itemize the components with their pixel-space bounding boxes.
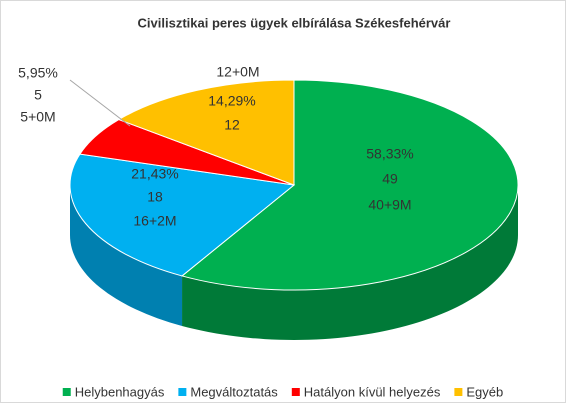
legend-swatch: [178, 388, 187, 396]
value-label: 14,29%: [208, 93, 255, 109]
count-label: 12: [224, 117, 240, 133]
count-label: 18: [147, 189, 163, 205]
count-label: 49: [382, 171, 398, 187]
legend-label: Hatályon kívül helyezés: [304, 384, 441, 399]
chart-title: Civilisztikai peres ügyek elbírálása Szé…: [138, 15, 451, 30]
value-label: 21,43%: [131, 166, 178, 182]
legend-label: Megváltoztatás: [190, 384, 278, 399]
legend-swatch: [291, 388, 300, 396]
slice: [69, 153, 296, 277]
legend-swatch: [454, 388, 463, 396]
legend-swatch: [62, 388, 71, 396]
legend-label: Egyéb: [466, 384, 503, 399]
slice: [117, 79, 295, 186]
leader-line: [69, 79, 131, 127]
value-label: 5,95%: [18, 65, 58, 81]
value-label: 58,33%: [366, 146, 413, 162]
breakdown-label: 12+0M: [216, 64, 259, 80]
legend-label: Helybenhagyás: [75, 384, 165, 399]
slice-side: [182, 185, 518, 340]
breakdown-label: 40+9M: [368, 197, 411, 213]
breakdown-label: 16+2M: [133, 213, 176, 229]
slice-side: [70, 185, 183, 326]
slice: [180, 79, 519, 291]
breakdown-label: 5+0M: [20, 109, 55, 125]
count-label: 5: [34, 87, 42, 103]
